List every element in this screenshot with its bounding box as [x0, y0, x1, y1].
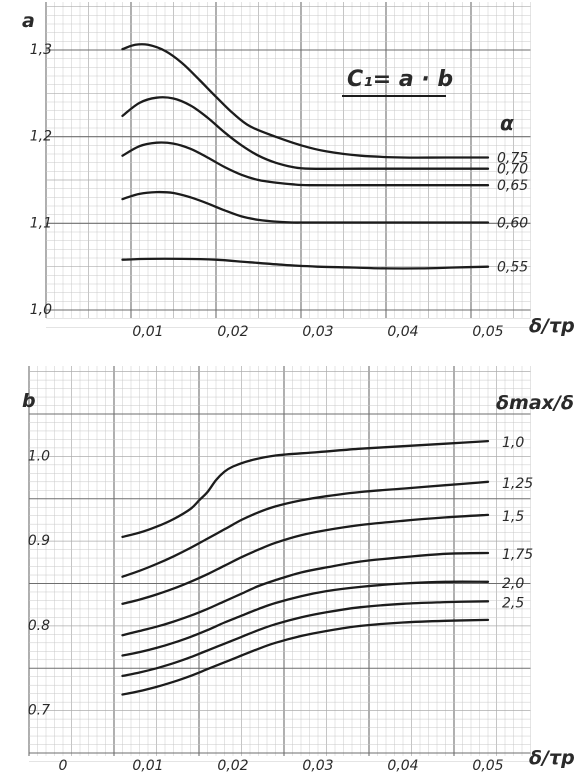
y-tick-label: 1.0: [28, 448, 50, 464]
x-tick-label: 0,01: [132, 758, 163, 774]
curve-dmax-ratio-1-0: [121, 439, 490, 539]
panel-b-curves: [121, 439, 490, 696]
y-tick-label: 0.8: [28, 618, 50, 634]
panel-a-x-axis-label: δ/τp: [529, 315, 575, 337]
panel-b-x-axis-label: δ/τp: [529, 747, 575, 769]
y-tick-label: 0.7: [28, 703, 50, 719]
curve-label-dmax-ratio-1-0: 1,0: [502, 435, 524, 451]
curve-alpha-0-60: [121, 190, 490, 224]
curve-label-dmax-ratio-2-0: 2,0: [502, 576, 524, 592]
curve-label-alpha-0-70: 0,70: [497, 162, 528, 178]
panel-b-y-ticks: 1.0 0.9 0.8 0.7: [28, 448, 50, 718]
x-tick-label: 0,03: [302, 758, 333, 774]
panel-a-curve-labels: 0,750,700,65 0,60 0,55: [497, 151, 528, 276]
x-tick-label: 0,04: [387, 324, 418, 340]
panel-a-y-ticks: 1,0 1,1 1,2 1,3: [30, 42, 52, 318]
curve-dmax-ratio-2-0: [121, 580, 490, 657]
x-tick-label: 0,02: [217, 758, 248, 774]
curve-label-dmax-ratio-1-25: 1,25: [502, 476, 533, 492]
y-tick-label: 1,0: [30, 302, 52, 318]
x-tick-label: 0,03: [302, 324, 333, 340]
curve-dmax-ratio-1-5: [121, 513, 490, 605]
x-tick-label: 0,02: [217, 324, 248, 340]
curve-label-dmax-ratio-2-5: 2,5: [502, 595, 524, 611]
curve-label-dmax-ratio-1-5: 1,5: [502, 509, 524, 525]
y-tick-label: 1,2: [30, 129, 52, 145]
x-tick-label: 0: [59, 758, 68, 774]
panel-b-curve-labels: 1,0 1,25 1,5 1,75 2,0 2,5: [502, 435, 533, 611]
panel-a-curves: [121, 43, 490, 270]
panel-a-legend-title: α: [500, 111, 514, 135]
y-tick-label: 1,3: [30, 42, 52, 58]
curve-dmax-ratio-unlabeled-6: [121, 618, 490, 696]
panel-b-label: b: [22, 390, 36, 412]
curve-alpha-0-70: [121, 96, 490, 170]
curve-label-alpha-0-65: 0,65: [497, 178, 528, 194]
curve-label-dmax-ratio-1-75: 1,75: [502, 547, 533, 563]
x-tick-label: 0,01: [132, 324, 163, 340]
curve-dmax-ratio-1-75: [121, 551, 490, 637]
x-tick-label: 0,05: [472, 758, 503, 774]
panel-b-grid: [28, 366, 531, 762]
curve-dmax-ratio-1-25: [121, 480, 490, 578]
panel-a-x-ticks: 0,01 0,02 0,03 0,04 0,05: [132, 324, 503, 340]
y-tick-label: 1,1: [30, 215, 52, 231]
panel-b-legend-title: δmax/δ: [496, 392, 574, 414]
x-tick-label: 0,05: [472, 324, 503, 340]
panel-a-label: a: [22, 10, 35, 32]
x-tick-label: 0,04: [387, 758, 418, 774]
curve-label-alpha-0-55: 0,55: [497, 260, 528, 276]
panel-b-x-ticks: 0 0,01 0,02 0,03 0,04 0,05: [59, 758, 504, 774]
curve-alpha-0-65: [121, 141, 490, 187]
panel-a: 1,01,11,21,3 0,01 0,02 0,03 0,04 0,05 0,750,…: [22, 2, 575, 340]
panel-a-grid: [45, 2, 531, 328]
panel-b: 1.00.90.80.7 0 0,01 0,02 0,03 0,04 0,05 1,01,…: [22, 366, 575, 774]
curve-alpha-0-55: [121, 257, 490, 270]
curve-alpha-0-75: [121, 43, 490, 159]
curve-label-alpha-0-75: 0,75: [497, 151, 528, 167]
panel-a-formula: C₁= a · b: [347, 67, 453, 92]
y-tick-label: 0.9: [28, 533, 50, 549]
curve-label-alpha-0-60: 0,60: [497, 216, 528, 232]
curve-dmax-ratio-2-5: [121, 600, 490, 678]
